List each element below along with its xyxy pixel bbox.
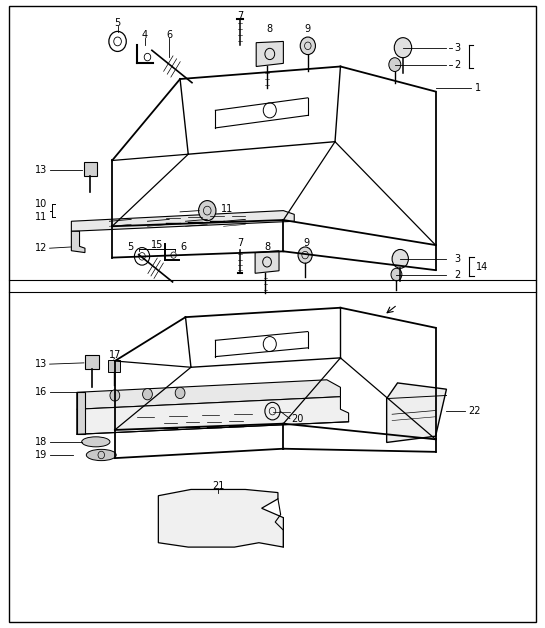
Polygon shape	[386, 383, 446, 443]
Text: 13: 13	[35, 359, 47, 369]
Polygon shape	[71, 210, 294, 231]
Text: 20: 20	[292, 414, 304, 425]
Text: 6: 6	[180, 242, 186, 252]
FancyBboxPatch shape	[85, 355, 99, 369]
Circle shape	[175, 387, 185, 399]
Text: 14: 14	[476, 262, 489, 272]
Text: 11: 11	[35, 212, 47, 222]
Text: 7: 7	[237, 238, 243, 248]
Circle shape	[143, 389, 153, 400]
FancyBboxPatch shape	[108, 360, 120, 372]
Polygon shape	[71, 231, 85, 252]
Circle shape	[198, 200, 216, 220]
Circle shape	[389, 58, 401, 72]
Circle shape	[391, 268, 402, 281]
Text: 5: 5	[128, 242, 134, 252]
Text: 1: 1	[475, 84, 481, 94]
Text: 7: 7	[237, 11, 243, 21]
Polygon shape	[256, 41, 283, 67]
Polygon shape	[77, 380, 341, 409]
Text: 9: 9	[305, 24, 311, 34]
Text: 11: 11	[221, 204, 233, 214]
Text: 6: 6	[166, 30, 172, 40]
Text: 8: 8	[264, 242, 270, 252]
Text: 15: 15	[150, 240, 163, 250]
Text: 8: 8	[267, 24, 273, 34]
FancyBboxPatch shape	[84, 163, 97, 176]
Text: 19: 19	[35, 450, 47, 460]
Text: 13: 13	[35, 165, 47, 175]
Text: 3: 3	[455, 254, 461, 264]
Text: 21: 21	[212, 480, 225, 490]
Text: 22: 22	[468, 406, 481, 416]
Circle shape	[392, 249, 408, 268]
Polygon shape	[77, 392, 85, 435]
Text: 3: 3	[455, 43, 461, 53]
Text: 12: 12	[34, 243, 47, 253]
Text: 2: 2	[455, 60, 461, 70]
Polygon shape	[159, 489, 283, 547]
Circle shape	[298, 247, 312, 263]
Polygon shape	[255, 251, 279, 273]
Circle shape	[394, 38, 411, 58]
Text: 9: 9	[304, 238, 310, 248]
Circle shape	[110, 390, 120, 401]
Ellipse shape	[82, 437, 110, 447]
Text: 5: 5	[114, 18, 120, 28]
Polygon shape	[77, 397, 349, 435]
Text: 18: 18	[35, 437, 47, 447]
Text: 4: 4	[142, 30, 148, 40]
Text: 17: 17	[108, 350, 121, 360]
Text: 2: 2	[455, 269, 461, 279]
Text: 16: 16	[35, 387, 47, 398]
Circle shape	[300, 37, 316, 55]
Ellipse shape	[86, 450, 116, 460]
Text: 10: 10	[35, 198, 47, 208]
